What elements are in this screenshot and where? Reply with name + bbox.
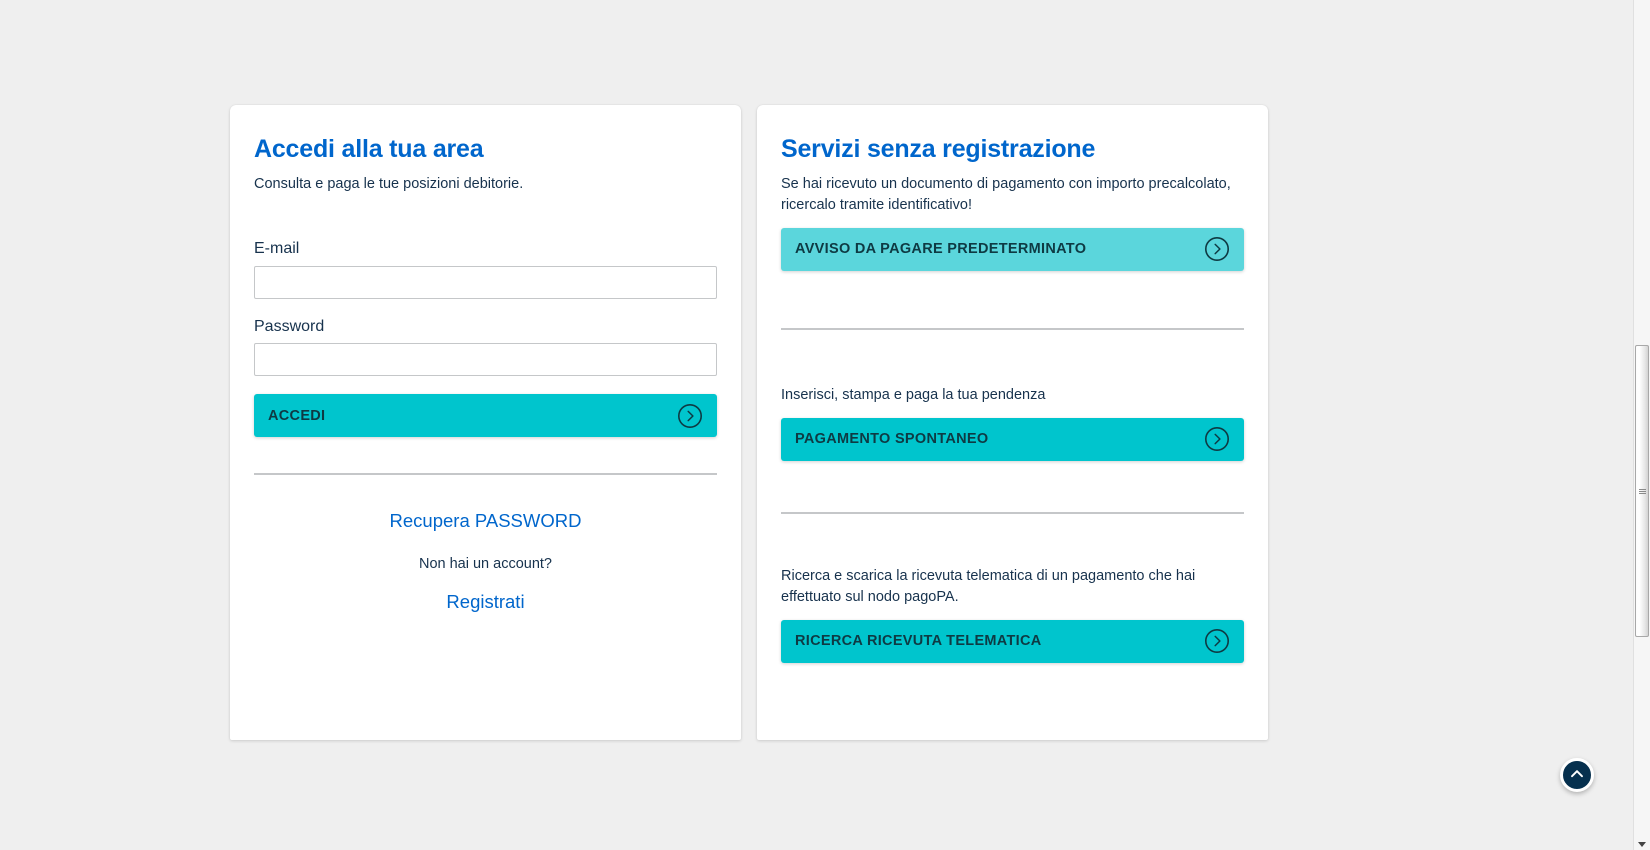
- pagamento-spontaneo-label: PAGAMENTO SPONTANEO: [795, 431, 989, 448]
- scrollbar-grip-icon: [1638, 488, 1646, 494]
- login-card-body: Accedi alla tua area Consulta e paga le …: [230, 105, 741, 614]
- vertical-scrollbar[interactable]: [1633, 0, 1650, 850]
- chevron-right-circle-icon: [1204, 426, 1230, 452]
- recover-password-link[interactable]: Recupera PASSWORD: [389, 510, 582, 532]
- guest-block-spontaneo-text: Inserisci, stampa e paga la tua pendenza: [781, 386, 1046, 403]
- guest-block-avviso-text: Se hai ricevuto un documento di pagament…: [781, 175, 1231, 213]
- login-submit-button[interactable]: ACCEDI: [254, 394, 717, 438]
- guest-block-avviso: Se hai ricevuto un documento di pagament…: [781, 174, 1244, 271]
- scrollbar-thumb[interactable]: [1635, 345, 1649, 637]
- guest-block-ricevuta-text: Ricerca e scarica la ricevuta telematica…: [781, 567, 1196, 605]
- guest-divider-2: [781, 511, 1244, 514]
- ricerca-ricevuta-telematica-button[interactable]: RICERCA RICEVUTA TELEMATICA: [781, 619, 1244, 663]
- avviso-da-pagare-predeterminato-button[interactable]: AVVISO DA PAGARE PREDETERMINATO: [781, 227, 1244, 271]
- no-account-text: Non hai un account?: [418, 556, 552, 573]
- ricerca-ricevuta-telematica-label: RICERCA RICEVUTA TELEMATICA: [795, 633, 1042, 650]
- chevron-right-circle-icon: [1204, 236, 1230, 262]
- guest-card-title: Servizi senza registrazione: [781, 135, 1096, 163]
- email-label: E-mail: [254, 239, 300, 257]
- email-field[interactable]: [254, 265, 717, 299]
- guest-card-body: Servizi senza registrazione Se hai ricev…: [757, 105, 1268, 663]
- login-divider: [254, 473, 717, 476]
- chevron-up-icon: [1567, 764, 1587, 787]
- pagamento-spontaneo-button[interactable]: PAGAMENTO SPONTANEO: [781, 417, 1244, 461]
- register-link[interactable]: Registrati: [446, 591, 525, 613]
- login-card-title: Accedi alla tua area: [254, 135, 484, 163]
- scroll-to-top-button[interactable]: [1560, 758, 1594, 792]
- login-form: E-mail Password ACCEDI: [254, 239, 717, 438]
- password-field[interactable]: [254, 343, 717, 377]
- guest-divider-1: [781, 327, 1244, 330]
- triangle-down-icon[interactable]: [1638, 842, 1646, 847]
- chevron-right-circle-icon: [677, 403, 703, 429]
- login-submit-label: ACCEDI: [268, 407, 326, 424]
- login-card-subtitle: Consulta e paga le tue posizioni debitor…: [254, 175, 524, 192]
- guest-block-ricevuta: Ricerca e scarica la ricevuta telematica…: [781, 566, 1244, 663]
- chevron-right-circle-icon: [1204, 628, 1230, 654]
- avviso-da-pagare-predeterminato-label: AVVISO DA PAGARE PREDETERMINATO: [795, 241, 1087, 258]
- password-label: Password: [254, 317, 325, 335]
- login-links: Recupera PASSWORD Non hai un account? Re…: [254, 509, 717, 614]
- guest-block-spontaneo: Inserisci, stampa e paga la tua pendenza…: [781, 385, 1244, 461]
- guest-services-card: Servizi senza registrazione Se hai ricev…: [757, 105, 1268, 740]
- login-card: Accedi alla tua area Consulta e paga le …: [230, 105, 741, 740]
